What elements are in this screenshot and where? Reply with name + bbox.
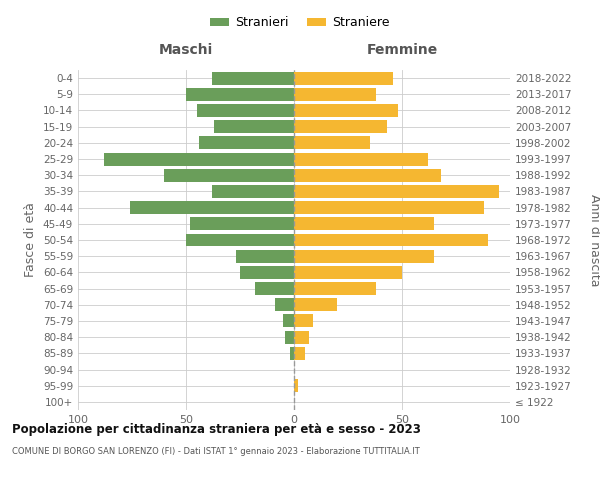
Bar (190, 218, 294, 230)
Bar (294, 282, 376, 295)
Bar (294, 347, 305, 360)
Bar (294, 88, 376, 101)
Bar (186, 234, 294, 246)
Bar (212, 72, 294, 85)
Bar (104, 152, 294, 166)
Bar (283, 314, 294, 328)
Y-axis label: Fasce di età: Fasce di età (25, 202, 37, 278)
Bar (294, 72, 394, 85)
Bar (294, 234, 488, 246)
Bar (255, 282, 294, 295)
Bar (290, 347, 294, 360)
Bar (212, 185, 294, 198)
Bar (294, 250, 434, 262)
Bar (214, 120, 294, 133)
Bar (294, 169, 441, 181)
Bar (275, 298, 294, 311)
Text: Femmine: Femmine (367, 43, 437, 57)
Text: Popolazione per cittadinanza straniera per età e sesso - 2023: Popolazione per cittadinanza straniera p… (12, 422, 421, 436)
Bar (294, 379, 298, 392)
Bar (240, 266, 294, 279)
Bar (164, 169, 294, 181)
Legend: Stranieri, Straniere: Stranieri, Straniere (205, 11, 395, 34)
Bar (294, 330, 309, 344)
Bar (294, 104, 398, 117)
Bar (197, 104, 294, 117)
Bar (294, 152, 428, 166)
Bar (130, 201, 294, 214)
Bar (186, 88, 294, 101)
Bar (286, 330, 294, 344)
Bar (294, 218, 434, 230)
Bar (294, 120, 387, 133)
Y-axis label: Anni di nascita: Anni di nascita (588, 194, 600, 286)
Text: Maschi: Maschi (159, 43, 213, 57)
Bar (294, 298, 337, 311)
Bar (294, 185, 499, 198)
Bar (236, 250, 294, 262)
Bar (199, 136, 294, 149)
Text: COMUNE DI BORGO SAN LORENZO (FI) - Dati ISTAT 1° gennaio 2023 - Elaborazione TUT: COMUNE DI BORGO SAN LORENZO (FI) - Dati … (12, 448, 420, 456)
Bar (294, 136, 370, 149)
Bar (294, 201, 484, 214)
Bar (294, 266, 402, 279)
Bar (294, 314, 313, 328)
